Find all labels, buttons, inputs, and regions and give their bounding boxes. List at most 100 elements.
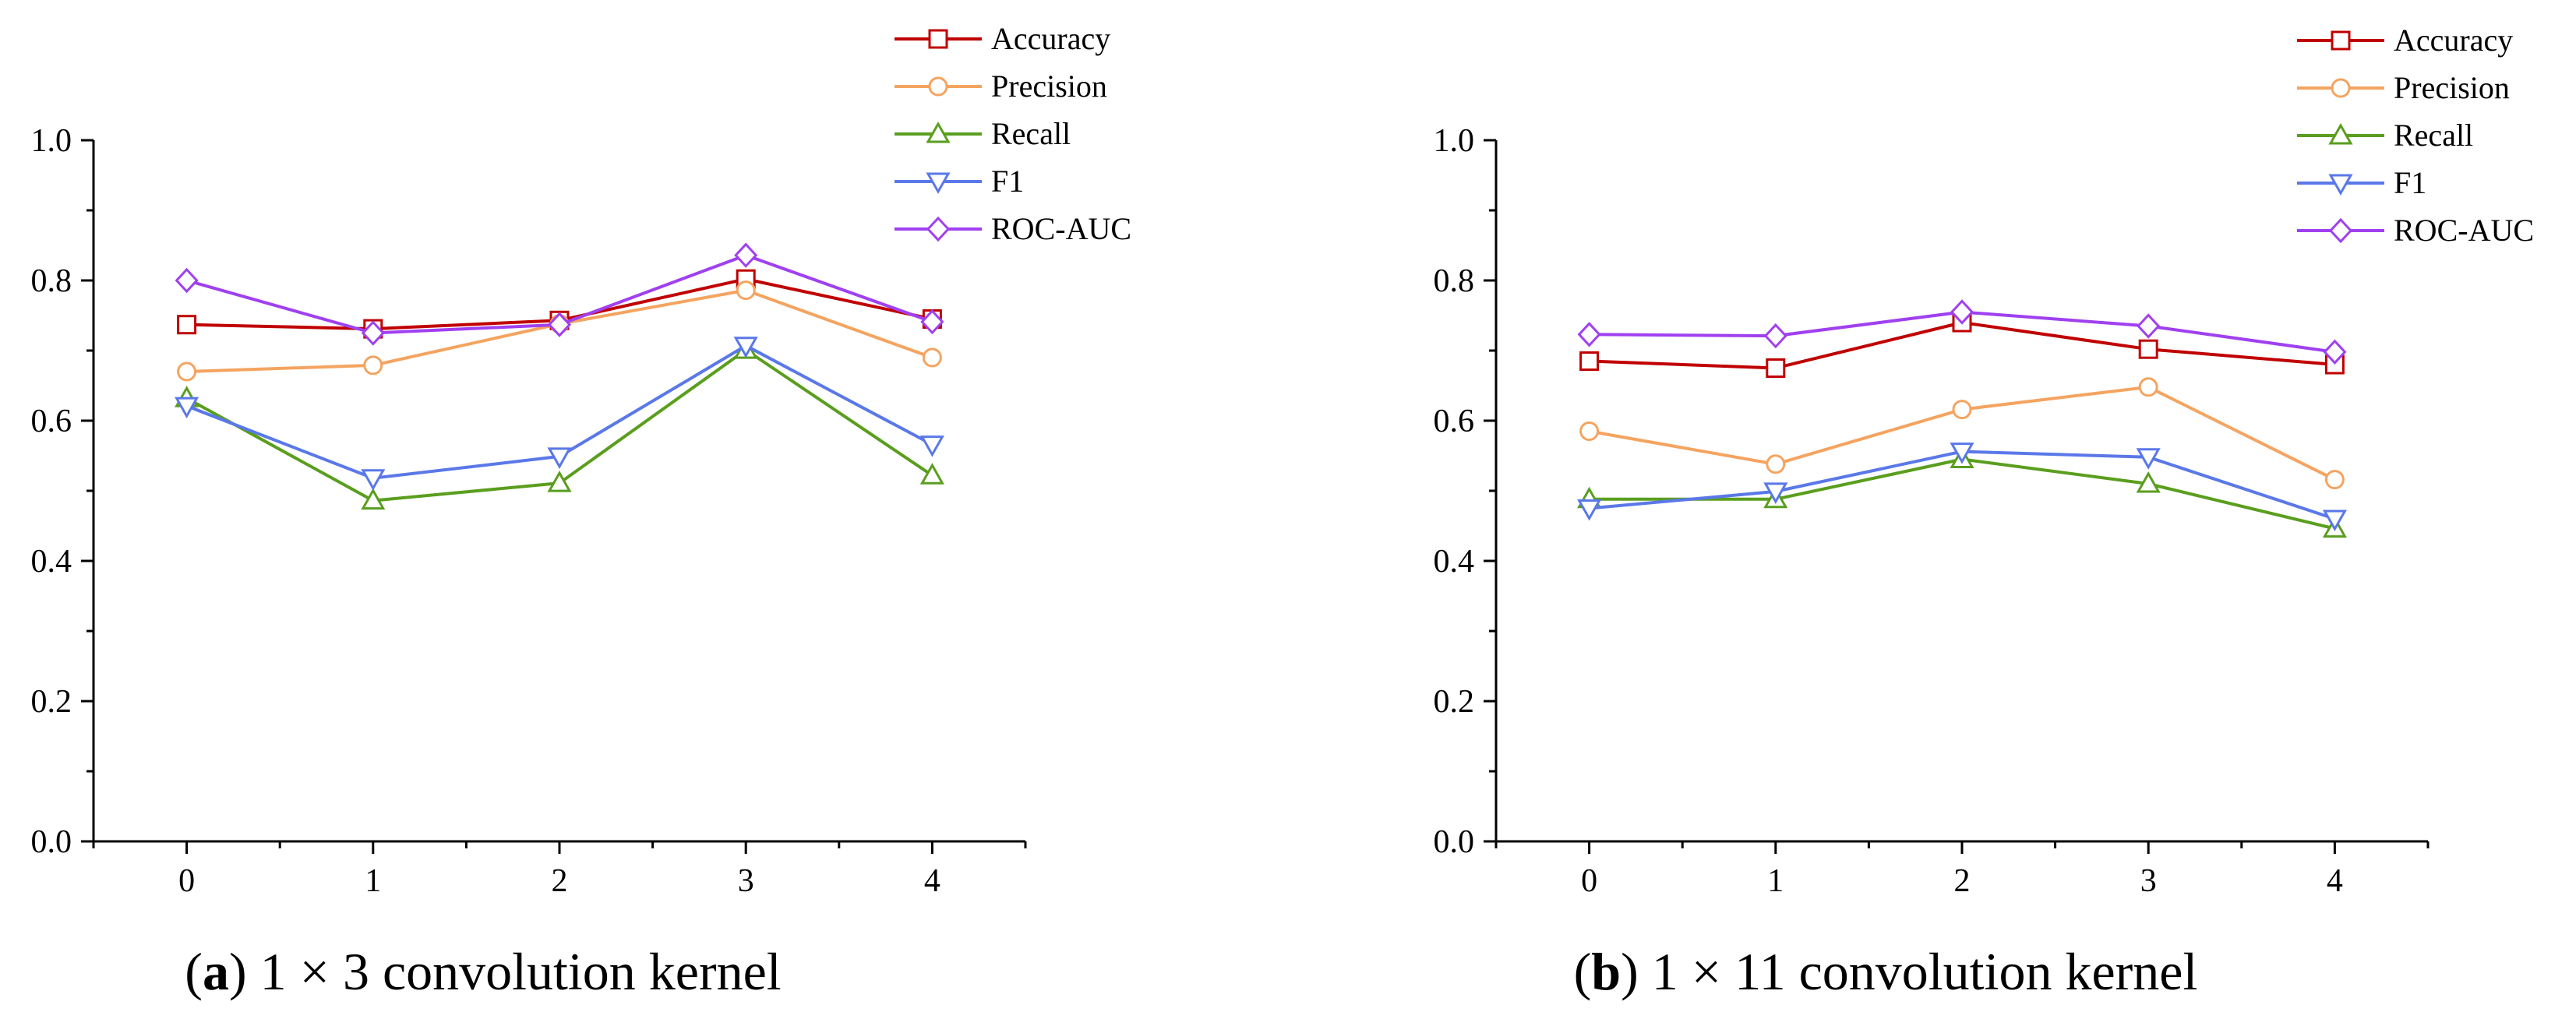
panel-a-legend: Accuracy Precision Recall F1 ROC-AUC	[895, 21, 1131, 246]
panel-a-point-f1	[361, 469, 386, 491]
panel-b-point-f1	[1577, 499, 1602, 521]
panel-b-point-accuracy	[1579, 351, 1600, 371]
panel-a-caption-letter: a	[203, 942, 229, 1001]
panel-b-legend-label-recall: Recall	[2394, 118, 2473, 153]
panel-a-legend-item-recall: Recall	[895, 116, 1071, 151]
panel-a-marks: 0.0 0.2 0.4 0.6 0.8 1.0 0 1 2 3 4	[31, 123, 1027, 899]
panel-a-y-tick-label: 0.8	[31, 263, 72, 299]
panel-a-legend-label-roc-auc: ROC-AUC	[991, 211, 1131, 246]
panel-a-x-tick-label: 1	[365, 863, 381, 899]
panel-a-y-tick-label: 0.6	[31, 404, 72, 439]
panel-b-point-roc-auc	[1577, 322, 1601, 347]
panel-a-point-roc-auc	[920, 309, 944, 335]
panel-b-legend-marker-recall	[2328, 122, 2353, 145]
panel-b-legend: Accuracy Precision Recall F1 ROC-AUC	[2297, 23, 2534, 248]
panel-a-series-recall	[175, 337, 944, 510]
panel-b-y-tick-label: 0.8	[1434, 263, 1475, 299]
panel-b-caption: (b) 1 × 11 convolution kernel	[1574, 942, 2198, 1001]
panel-a-legend-label-f1: F1	[991, 164, 1024, 199]
panel-b-legend-item-recall: Recall	[2297, 118, 2473, 153]
panel-b-legend-label-f1: F1	[2394, 165, 2426, 200]
panel-b-point-roc-auc	[1950, 299, 1974, 325]
panel-b-x-tick-label: 1	[1767, 863, 1784, 899]
panel-a-legend-label-recall: Recall	[991, 116, 1071, 151]
panel-a-y-tick-label: 0.2	[31, 684, 72, 720]
panel-b-point-f1	[1950, 443, 1974, 464]
panel-b-point-precision	[1952, 400, 1972, 420]
panel-b-legend-marker-precision	[2331, 78, 2351, 98]
panel-b-point-accuracy	[1766, 358, 1786, 378]
panel-b: 0.0 0.2 0.4 0.6 0.8 1.0 0 1 2 3 4 Accuracy Precisio…	[1434, 23, 2535, 1001]
panel-b-line-recall	[1589, 457, 2335, 531]
panel-b-point-precision	[2324, 470, 2345, 490]
panel-b-series-roc-auc	[1577, 299, 2347, 365]
panel-b-legend-item-roc-auc: ROC-AUC	[2297, 213, 2534, 248]
panel-b-point-f1	[2136, 448, 2161, 470]
panel-a-point-roc-auc	[734, 242, 758, 268]
panel-a-legend-label-accuracy: Accuracy	[991, 21, 1110, 56]
panel-a-series-roc-auc	[175, 242, 944, 346]
panel-b-point-precision	[1766, 454, 1786, 474]
panel-a-x-tick-label: 4	[924, 863, 940, 899]
panel-a-point-f1	[919, 435, 944, 457]
panel-b-legend-label-accuracy: Accuracy	[2394, 23, 2513, 58]
panel-b-x-tick-label: 4	[2327, 863, 2343, 899]
panel-b-y-tick-label: 0.0	[1434, 824, 1475, 860]
panel-a-point-recall	[919, 463, 944, 485]
panel-b-series-f1	[1577, 443, 2347, 532]
panel-a-point-roc-auc	[361, 320, 385, 346]
panel-a: 0.0 0.2 0.4 0.6 0.8 1.0 0 1 2 3 4 Accuracy Precisio…	[31, 21, 1132, 1001]
panel-a-point-f1	[175, 397, 199, 419]
panel-a-y-tick-label: 0.0	[31, 824, 72, 860]
panel-a-legend-item-f1: F1	[895, 164, 1024, 199]
panel-b-x-tick-label: 0	[1581, 863, 1597, 899]
panel-a-caption-text: 1 × 3 convolution kernel	[260, 942, 782, 1001]
panel-a-legend-item-precision: Precision	[895, 69, 1107, 104]
panel-b-legend-marker-accuracy	[2331, 30, 2351, 51]
panel-b-point-f1	[1763, 482, 1788, 504]
panel-b-legend-label-precision: Precision	[2394, 70, 2510, 105]
panel-b-legend-marker-roc-auc	[2328, 217, 2353, 244]
panel-b-x-tick-label: 2	[1954, 863, 1971, 899]
panel-a-point-f1	[547, 447, 572, 469]
panel-b-point-precision	[2138, 377, 2158, 397]
panel-a-legend-marker-accuracy	[928, 29, 948, 49]
panel-a-legend-label-precision: Precision	[991, 69, 1107, 104]
panel-a-legend-item-accuracy: Accuracy	[895, 21, 1110, 56]
panel-a-legend-marker-precision	[928, 76, 948, 97]
panel-a-x-tick-label: 0	[178, 863, 195, 899]
panel-b-point-precision	[1579, 421, 1600, 441]
panel-b-y-tick-label: 0.6	[1434, 404, 1475, 439]
panel-b-legend-marker-f1	[2328, 174, 2353, 196]
panel-b-marks: 0.0 0.2 0.4 0.6 0.8 1.0 0 1 2 3 4	[1434, 123, 2430, 899]
panel-a-point-precision	[736, 280, 756, 301]
panel-b-legend-item-accuracy: Accuracy	[2297, 23, 2513, 58]
panel-a-point-precision	[177, 361, 197, 382]
panel-a-caption: (a) 1 × 3 convolution kernel	[185, 942, 781, 1001]
panel-b-point-f1	[2322, 510, 2347, 532]
panel-a-point-precision	[922, 347, 942, 368]
panel-b-point-roc-auc	[2323, 339, 2347, 365]
panel-a-legend-marker-f1	[926, 172, 951, 195]
panel-b-y-tick-label: 1.0	[1434, 123, 1475, 159]
panel-b-point-roc-auc	[2137, 313, 2161, 339]
panel-a-point-roc-auc	[175, 267, 199, 294]
panel-a-y-tick-label: 1.0	[31, 123, 72, 159]
panel-b-series-precision	[1579, 377, 2345, 490]
panel-a-point-recall	[547, 471, 572, 492]
panel-b-legend-item-precision: Precision	[2297, 70, 2510, 105]
panel-a-y-tick-label: 0.4	[31, 544, 72, 580]
panel-a-legend-marker-recall	[926, 121, 951, 143]
panel-a-legend-item-roc-auc: ROC-AUC	[895, 211, 1131, 246]
panel-b-legend-label-roc-auc: ROC-AUC	[2394, 213, 2534, 248]
panel-b-point-roc-auc	[1763, 323, 1787, 349]
panel-a-series-f1	[175, 337, 944, 491]
panel-b-caption-letter: b	[1591, 942, 1621, 1001]
panel-a-x-tick-label: 2	[552, 863, 568, 899]
panel-b-y-tick-label: 0.2	[1434, 684, 1475, 720]
panel-b-y-tick-label: 0.4	[1434, 544, 1475, 580]
panel-a-point-accuracy	[177, 315, 197, 335]
panel-b-legend-item-f1: F1	[2297, 165, 2426, 200]
panel-b-point-recall	[2136, 471, 2161, 493]
